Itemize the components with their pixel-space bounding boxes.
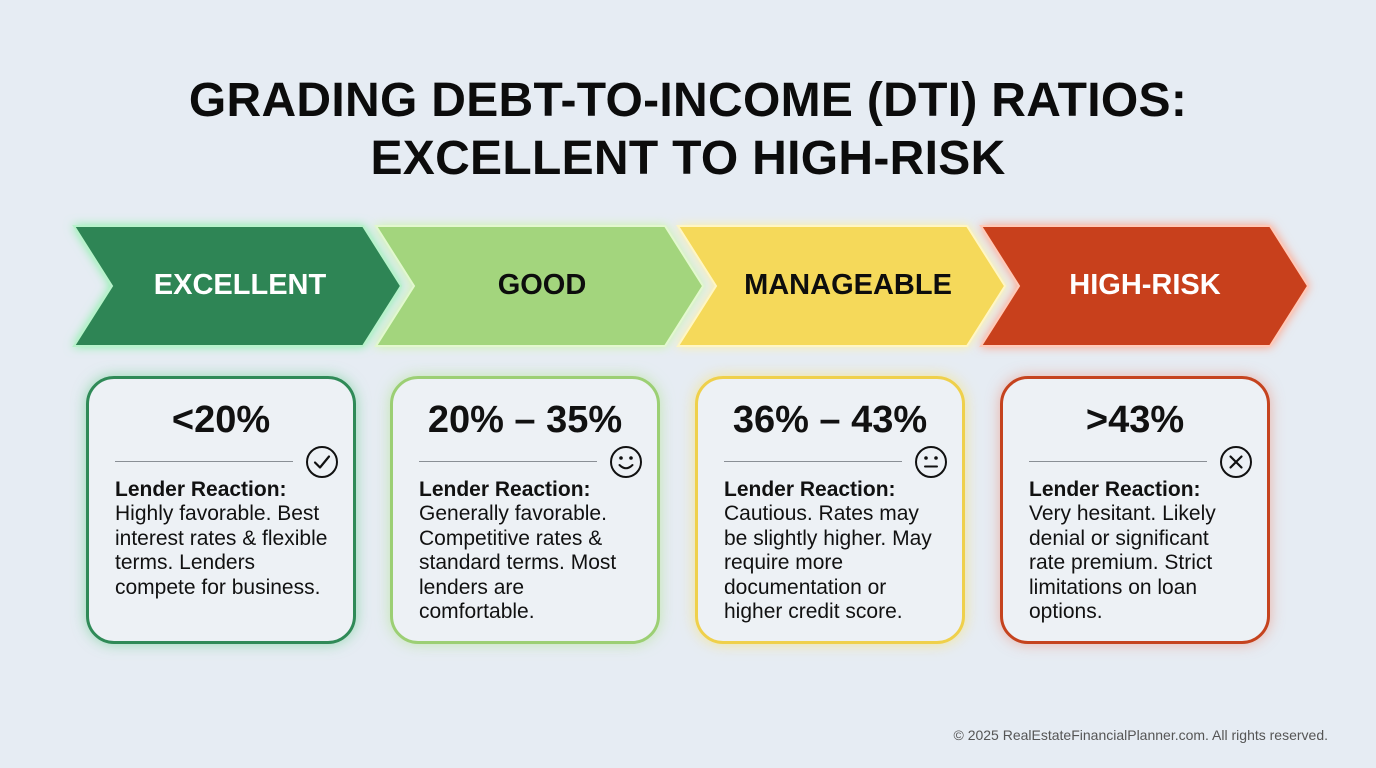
x-circle-icon: [1220, 446, 1252, 478]
lender-reaction-label: Lender Reaction:: [1029, 478, 1201, 501]
page-title: GRADING DEBT-TO-INCOME (DTI) RATIOS: EXC…: [0, 72, 1376, 188]
grade-card-excellent: <20% Lender Reaction: Highly favorable. …: [86, 376, 356, 644]
divider: [419, 461, 597, 462]
lender-reaction-text: Generally favorable. Competitive rates &…: [419, 502, 617, 624]
title-line-1: GRADING DEBT-TO-INCOME (DTI) RATIOS:: [188, 74, 1188, 127]
chevron-manageable: [676, 225, 1007, 347]
grade-card-manageable: 36% – 43% Lender Reaction: Cautious. Rat…: [695, 376, 965, 644]
chevron-high-risk: [979, 225, 1310, 347]
grade-label-high-risk: HIGH-RISK: [1069, 269, 1221, 301]
chevron-good: [374, 225, 705, 347]
copyright-footer: © 2025 RealEstateFinancialPlanner.com. A…: [953, 727, 1328, 743]
lender-reaction-text: Highly favorable. Best interest rates & …: [115, 502, 328, 599]
divider: [1029, 461, 1207, 462]
divider: [115, 461, 293, 462]
lender-reaction-label: Lender Reaction:: [115, 478, 287, 501]
check-circle-icon: [306, 446, 338, 478]
title-line-2: EXCELLENT TO HIGH-RISK: [370, 132, 1006, 185]
chevron-excellent: [72, 225, 403, 347]
dti-range: 36% – 43%: [732, 399, 928, 441]
smile-icon: [610, 446, 642, 478]
grade-label-good: GOOD: [497, 269, 587, 301]
dti-range: >43%: [1085, 399, 1185, 441]
grade-card-good: 20% – 35% Lender Reaction: Generally fav…: [390, 376, 660, 644]
grade-card-high-risk: >43% Lender Reaction: Very hesitant. Lik…: [1000, 376, 1270, 644]
lender-reaction-label: Lender Reaction:: [419, 478, 591, 501]
grade-label-excellent: EXCELLENT: [153, 269, 327, 301]
lender-reaction-text: Cautious. Rates may be slightly higher. …: [724, 502, 932, 624]
lender-reaction-text: Very hesitant. Likely denial or signific…: [1029, 502, 1216, 624]
dti-range: 20% – 35%: [427, 399, 623, 441]
divider: [724, 461, 902, 462]
grade-label-manageable: MANAGEABLE: [744, 269, 952, 301]
neutral-face-icon: [915, 446, 947, 478]
dti-range: <20%: [171, 399, 271, 441]
lender-reaction-label: Lender Reaction:: [724, 478, 896, 501]
